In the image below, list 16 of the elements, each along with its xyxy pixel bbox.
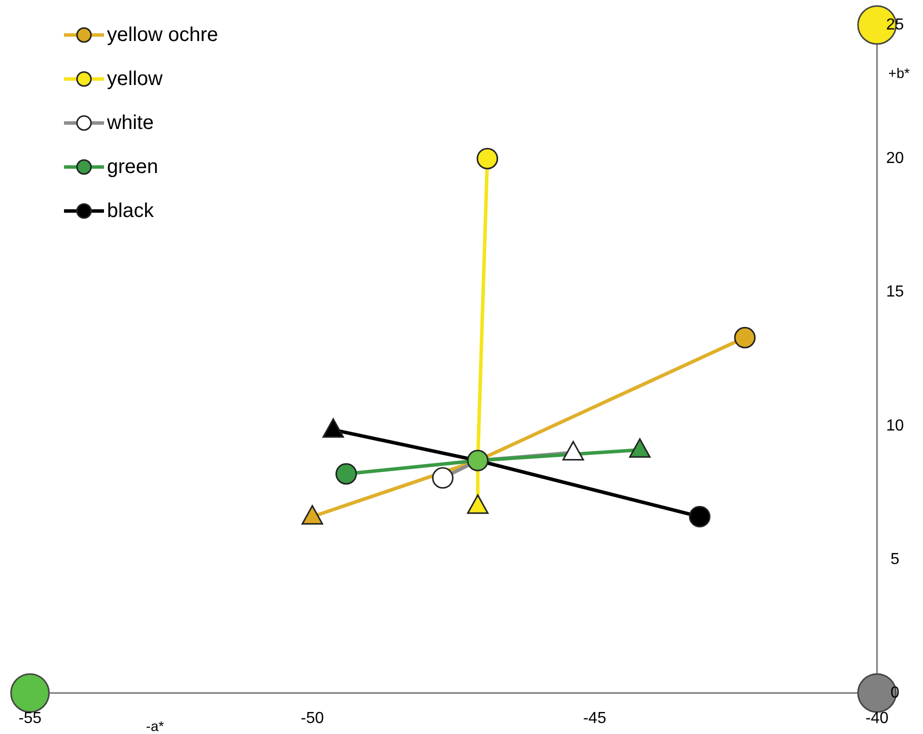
- x-tick-label: -40: [865, 710, 889, 727]
- y-tick-label: 5: [890, 550, 900, 568]
- y-tick-label: 20: [886, 150, 904, 168]
- y-tick-label: 15: [886, 284, 904, 301]
- legend-label: green: [107, 156, 158, 178]
- x-tick-label: -45: [583, 710, 606, 727]
- x-axis-title: -a*: [146, 718, 164, 734]
- legend-label: yellow: [107, 68, 164, 90]
- y-tick-label: 10: [886, 417, 904, 434]
- legend-label: yellow ochre: [107, 24, 218, 46]
- legend-label: black: [107, 200, 155, 222]
- point: [467, 450, 489, 472]
- x-tick-label: -55: [18, 710, 42, 727]
- y-axis-title: +b*: [888, 65, 910, 81]
- x-tick-label: -50: [300, 710, 324, 727]
- legend-label: white: [106, 112, 154, 134]
